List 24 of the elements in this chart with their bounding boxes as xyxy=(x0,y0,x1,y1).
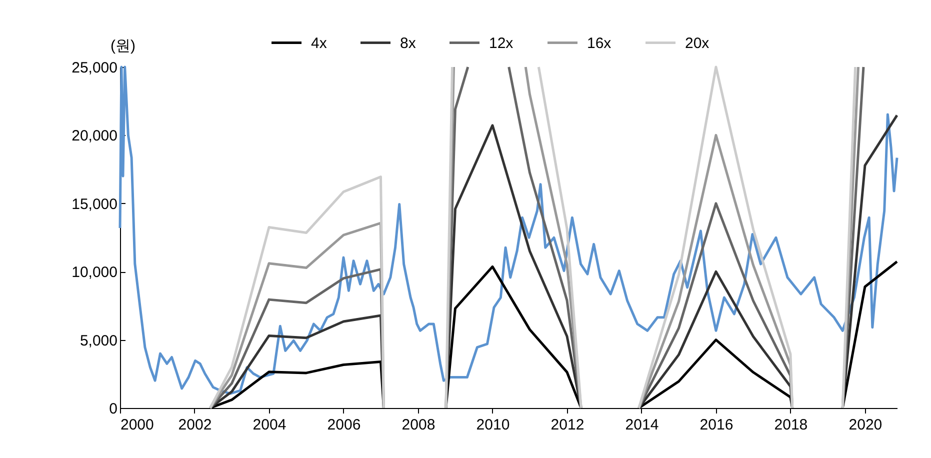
line-series xyxy=(118,66,898,395)
x-tick-label: 2006 xyxy=(327,416,361,434)
x-tick-label: 2014 xyxy=(625,416,659,434)
x-tick-label: 2016 xyxy=(700,416,734,434)
legend-label: 20x xyxy=(685,34,710,52)
legend-label: 12x xyxy=(489,34,514,52)
x-tick-label: 2004 xyxy=(252,416,286,434)
y-axis-title: (원) xyxy=(110,38,136,54)
x-tick-label: 2002 xyxy=(178,416,212,434)
x-tick-label: 2018 xyxy=(774,416,808,434)
legend-label: 4x xyxy=(311,34,328,52)
x-tick-label: 2000 xyxy=(120,416,154,434)
y-tick-label: 25,000 xyxy=(72,60,118,76)
y-tick-label: 15,000 xyxy=(72,196,118,213)
y-tick-label: 5,000 xyxy=(80,332,118,350)
x-tick-label: 2012 xyxy=(550,416,584,434)
y-tick-label: 0 xyxy=(109,400,118,418)
legend-label: 8x xyxy=(400,34,416,52)
x-tick-label: 2020 xyxy=(848,416,882,434)
x-tick-label: 2008 xyxy=(402,416,436,434)
y-tick-label: 20,000 xyxy=(72,128,118,145)
legend-label: 16x xyxy=(587,34,612,52)
x-tick-label: 2010 xyxy=(476,416,510,434)
y-tick-label: 10,000 xyxy=(72,264,118,282)
